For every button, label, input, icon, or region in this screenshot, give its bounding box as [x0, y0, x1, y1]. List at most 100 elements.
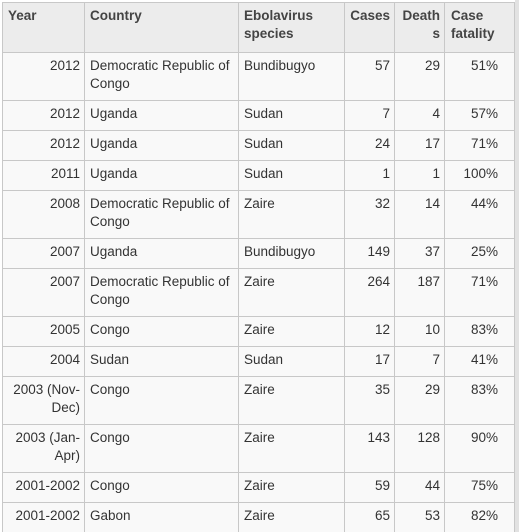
species-cell: Zaire	[238, 316, 345, 347]
table-row: 2007 Democratic Republic of Congo Zaire …	[2, 268, 515, 317]
cases-cell: 59	[344, 472, 395, 503]
fatality-cell: 100%	[444, 160, 515, 191]
year-cell: 2011	[2, 160, 85, 191]
year-cell: 2012	[2, 52, 85, 101]
country-cell: Congo	[84, 424, 239, 473]
fatality-cell: 82%	[444, 502, 515, 532]
year-cell: 2012	[2, 130, 85, 161]
year-cell: 2007	[2, 268, 85, 317]
table-row: 2001-2002 Congo Zaire 59 44 75%	[2, 472, 515, 503]
table-row: 2004 Sudan Sudan 17 7 41%	[2, 346, 515, 377]
table-row: 2007 Uganda Bundibugyo 149 37 25%	[2, 238, 515, 269]
column-header-year[interactable]: Year	[2, 2, 85, 53]
column-header-deaths[interactable]: Deaths	[394, 2, 445, 53]
cases-cell: 264	[344, 268, 395, 317]
year-cell: 2003 (Jan-Apr)	[2, 424, 85, 473]
fatality-cell: 83%	[444, 376, 515, 425]
country-cell: Democratic Republic of Congo	[84, 268, 239, 317]
cases-cell: 32	[344, 190, 395, 239]
species-cell: Bundibugyo	[238, 52, 345, 101]
fatality-cell: 71%	[444, 130, 515, 161]
country-cell: Uganda	[84, 130, 239, 161]
country-cell: Democratic Republic of Congo	[84, 190, 239, 239]
fatality-cell: 90%	[444, 424, 515, 473]
table-row: 2012 Democratic Republic of Congo Bundib…	[2, 52, 515, 101]
table-row: 2011 Uganda Sudan 1 1 100%	[2, 160, 515, 191]
year-cell: 2005	[2, 316, 85, 347]
table-row: 2003 (Jan-Apr) Congo Zaire 143 128 90%	[2, 424, 515, 473]
cases-cell: 17	[344, 346, 395, 377]
species-cell: Sudan	[238, 160, 345, 191]
deaths-cell: 29	[394, 376, 445, 425]
cases-cell: 24	[344, 130, 395, 161]
fatality-cell: 71%	[444, 268, 515, 317]
cases-cell: 65	[344, 502, 395, 532]
deaths-cell: 14	[394, 190, 445, 239]
country-cell: Democratic Republic of Congo	[84, 52, 239, 101]
year-cell: 2012	[2, 100, 85, 131]
species-cell: Sudan	[238, 346, 345, 377]
cases-cell: 1	[344, 160, 395, 191]
table-row: 2005 Congo Zaire 12 10 83%	[2, 316, 515, 347]
deaths-cell: 10	[394, 316, 445, 347]
column-header-cases[interactable]: Cases	[344, 2, 395, 53]
species-cell: Zaire	[238, 424, 345, 473]
column-header-fatality[interactable]: Case fatality	[444, 2, 515, 53]
year-cell: 2003 (Nov-Dec)	[2, 376, 85, 425]
deaths-cell: 1	[394, 160, 445, 191]
deaths-cell: 17	[394, 130, 445, 161]
column-header-country[interactable]: Country	[84, 2, 239, 53]
cases-cell: 149	[344, 238, 395, 269]
fatality-cell: 57%	[444, 100, 515, 131]
country-cell: Congo	[84, 376, 239, 425]
year-cell: 2007	[2, 238, 85, 269]
column-header-species[interactable]: Ebolavirus species	[238, 2, 345, 53]
deaths-cell: 29	[394, 52, 445, 101]
cases-cell: 35	[344, 376, 395, 425]
table-row: 2012 Uganda Sudan 24 17 71%	[2, 130, 515, 161]
deaths-cell: 53	[394, 502, 445, 532]
deaths-cell: 44	[394, 472, 445, 503]
deaths-cell: 187	[394, 268, 445, 317]
vertical-scrollbar[interactable]	[515, 0, 519, 532]
country-cell: Gabon	[84, 502, 239, 532]
year-cell: 2008	[2, 190, 85, 239]
cases-cell: 57	[344, 52, 395, 101]
cases-cell: 143	[344, 424, 395, 473]
table-row: 2003 (Nov-Dec) Congo Zaire 35 29 83%	[2, 376, 515, 425]
cases-cell: 7	[344, 100, 395, 131]
species-cell: Zaire	[238, 502, 345, 532]
species-cell: Sudan	[238, 130, 345, 161]
species-cell: Zaire	[238, 190, 345, 239]
table-row: 2008 Democratic Republic of Congo Zaire …	[2, 190, 515, 239]
fatality-cell: 83%	[444, 316, 515, 347]
deaths-cell: 37	[394, 238, 445, 269]
table-row: 2012 Uganda Sudan 7 4 57%	[2, 100, 515, 131]
year-cell: 2004	[2, 346, 85, 377]
country-cell: Uganda	[84, 160, 239, 191]
deaths-cell: 128	[394, 424, 445, 473]
deaths-cell: 4	[394, 100, 445, 131]
country-cell: Congo	[84, 316, 239, 347]
deaths-cell: 7	[394, 346, 445, 377]
fatality-cell: 44%	[444, 190, 515, 239]
cases-cell: 12	[344, 316, 395, 347]
year-cell: 2001-2002	[2, 472, 85, 503]
fatality-cell: 75%	[444, 472, 515, 503]
year-cell: 2001-2002	[2, 502, 85, 532]
fatality-cell: 25%	[444, 238, 515, 269]
country-cell: Sudan	[84, 346, 239, 377]
species-cell: Sudan	[238, 100, 345, 131]
species-cell: Bundibugyo	[238, 238, 345, 269]
fatality-cell: 41%	[444, 346, 515, 377]
header-row: Year Country Ebolavirus species Cases De…	[2, 2, 515, 53]
species-cell: Zaire	[238, 376, 345, 425]
fatality-cell: 51%	[444, 52, 515, 101]
country-cell: Uganda	[84, 238, 239, 269]
country-cell: Congo	[84, 472, 239, 503]
country-cell: Uganda	[84, 100, 239, 131]
table-row: 2001-2002 Gabon Zaire 65 53 82%	[2, 502, 515, 532]
species-cell: Zaire	[238, 268, 345, 317]
